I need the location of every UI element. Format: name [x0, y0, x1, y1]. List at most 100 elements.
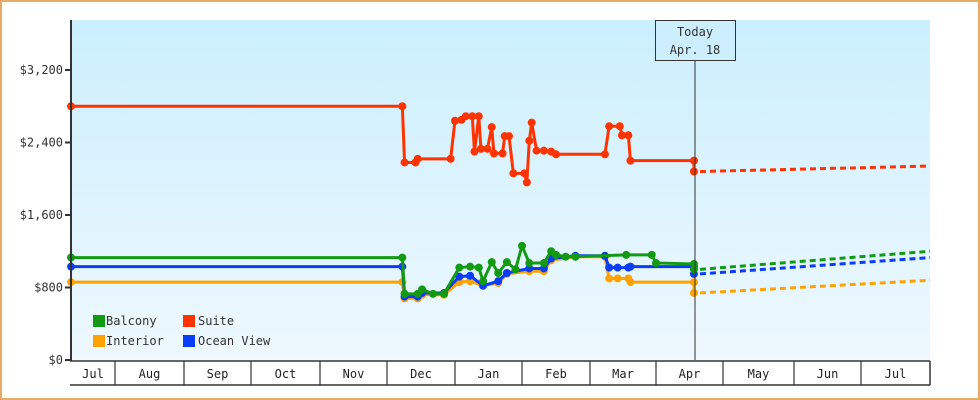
data-point-suite[interactable] [476, 144, 485, 153]
legend-item-interior[interactable]: Interior [93, 334, 164, 348]
data-point-interior[interactable] [626, 278, 635, 287]
data-point-suite[interactable] [532, 146, 541, 155]
data-point-suite[interactable] [520, 169, 529, 178]
data-point-balcony[interactable] [487, 258, 496, 267]
data-point-suite[interactable] [624, 131, 633, 140]
data-point-suite[interactable] [483, 144, 492, 153]
legend-item-balcony[interactable]: Balcony [93, 314, 157, 328]
month-label-sep: Sep [207, 367, 229, 381]
y-tick-label: $3,200 [20, 63, 63, 77]
data-point-suite[interactable] [505, 132, 514, 141]
month-label-may: May [748, 367, 770, 381]
data-point-ocean-view[interactable] [494, 277, 503, 286]
month-label-mar: Mar [612, 367, 634, 381]
forecast-line-ocean-view [699, 256, 931, 276]
data-point-suite[interactable] [522, 178, 531, 187]
month-label-oct: Oct [275, 367, 297, 381]
data-point-balcony[interactable] [418, 285, 427, 294]
data-point-balcony[interactable] [652, 259, 660, 268]
data-point-interior[interactable] [689, 288, 698, 297]
data-point-balcony[interactable] [689, 265, 698, 274]
data-point-ocean-view[interactable] [613, 263, 622, 272]
data-point-ocean-view[interactable] [502, 269, 511, 277]
data-point-balcony[interactable] [502, 258, 511, 267]
data-point-suite[interactable] [615, 122, 624, 131]
data-point-ocean-view[interactable] [466, 271, 475, 280]
data-point-balcony[interactable] [429, 289, 438, 298]
data-point-suite[interactable] [600, 150, 609, 159]
data-point-suite[interactable] [689, 156, 698, 165]
legend-label-ocean-view: Ocean View [198, 334, 271, 348]
data-point-ocean-view[interactable] [626, 262, 635, 271]
y-tick-label: $800 [34, 281, 63, 295]
data-point-interior[interactable] [605, 274, 614, 283]
data-point-balcony[interactable] [561, 252, 570, 261]
legend-swatch-ocean-view [183, 335, 195, 347]
month-label-feb: Feb [545, 367, 567, 381]
month-label-jan: Jan [478, 367, 500, 381]
data-point-suite[interactable] [446, 154, 455, 163]
data-point-balcony[interactable] [525, 259, 534, 268]
data-point-suite[interactable] [617, 131, 626, 140]
series-suite [67, 102, 931, 187]
y-tick-label: $2,400 [20, 136, 63, 150]
legend-swatch-balcony [93, 315, 105, 327]
data-point-interior[interactable] [613, 274, 622, 283]
data-point-suite[interactable] [525, 136, 534, 145]
data-point-balcony[interactable] [647, 250, 656, 259]
data-point-balcony[interactable] [474, 263, 483, 272]
data-point-ocean-view[interactable] [605, 263, 614, 272]
data-point-balcony[interactable] [479, 277, 488, 286]
data-point-suite[interactable] [398, 102, 407, 111]
data-point-suite[interactable] [470, 147, 479, 156]
data-point-suite[interactable] [451, 116, 459, 125]
data-point-balcony[interactable] [518, 241, 526, 250]
x-axis: Jul Aug Sep Oct Nov Dec Jan Feb Mar Apr May Jun Jul [70, 360, 931, 386]
data-point-suite[interactable] [487, 123, 496, 132]
data-point-suite[interactable] [413, 154, 422, 163]
data-point-suite[interactable] [527, 118, 536, 127]
series-layer [67, 102, 931, 303]
data-point-balcony[interactable] [622, 250, 631, 259]
month-label-jul: Jul [885, 367, 907, 381]
data-point-balcony[interactable] [511, 265, 520, 274]
data-point-suite[interactable] [400, 158, 409, 167]
legend-label-suite: Suite [198, 314, 234, 328]
forecast-line-suite [699, 164, 931, 173]
data-point-suite[interactable] [689, 167, 698, 176]
data-point-suite[interactable] [498, 149, 507, 158]
today-box [655, 20, 736, 61]
data-point-balcony[interactable] [494, 269, 503, 277]
legend-item-ocean-view[interactable]: Ocean View [183, 334, 271, 348]
today-marker: Today Apr. 18 [655, 20, 736, 360]
data-point-interior[interactable] [689, 278, 698, 287]
data-point-balcony[interactable] [552, 250, 560, 259]
month-label-jun: Jun [817, 367, 839, 381]
data-point-suite[interactable] [605, 122, 614, 131]
month-label-apr: Apr [679, 367, 701, 381]
data-point-balcony[interactable] [539, 259, 548, 268]
forecast-line-interior [699, 278, 931, 295]
data-point-balcony[interactable] [398, 253, 407, 262]
y-axis: $0 $800 $1,600 $2,400 $3,200 [20, 20, 72, 367]
data-point-suite[interactable] [474, 112, 483, 121]
legend-label-balcony: Balcony [106, 314, 157, 328]
data-point-suite[interactable] [509, 169, 518, 178]
data-point-suite[interactable] [461, 112, 470, 121]
data-point-balcony[interactable] [466, 262, 475, 271]
legend-item-suite[interactable]: Suite [183, 314, 234, 328]
data-point-ocean-view[interactable] [455, 272, 464, 281]
data-point-balcony[interactable] [400, 289, 409, 298]
data-point-suite[interactable] [626, 156, 635, 165]
data-point-suite[interactable] [539, 146, 548, 155]
data-point-balcony[interactable] [440, 289, 449, 298]
y-tick-label: $0 [49, 353, 63, 367]
data-point-suite[interactable] [468, 112, 477, 121]
data-point-balcony[interactable] [455, 263, 464, 272]
month-label-nov: Nov [343, 367, 365, 381]
data-point-suite[interactable] [489, 149, 498, 158]
month-label-aug: Aug [139, 367, 161, 381]
data-point-suite[interactable] [552, 150, 560, 159]
data-point-balcony[interactable] [571, 252, 580, 261]
